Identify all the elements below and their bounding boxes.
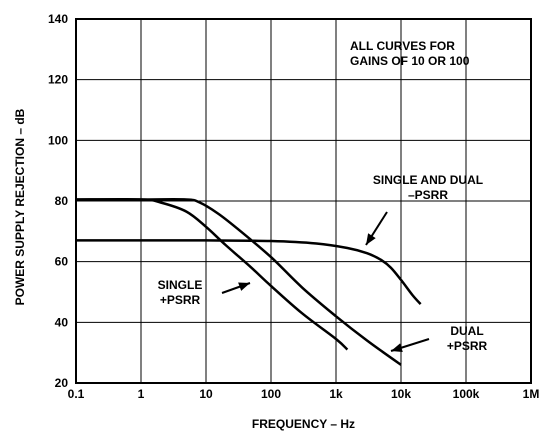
arrow-head (391, 343, 403, 352)
y-tick-label: 20 (55, 376, 69, 390)
x-tick-label: 100k (453, 387, 480, 401)
series-single-plus-psrr (75, 198, 349, 351)
x-tick-label: 0.1 (68, 387, 85, 401)
series-label-line: DUAL (450, 324, 483, 338)
x-tick-label: 1 (138, 387, 145, 401)
x-tick-label: 1k (329, 387, 343, 401)
y-tick-label: 40 (55, 315, 69, 329)
x-axis-ticks: 0.1 1 10 100 1k 10k 100k 1M (68, 387, 540, 401)
x-axis-title: FREQUENCY – Hz (252, 417, 355, 431)
x-tick-label: 10k (391, 387, 411, 401)
series-label-line: +PSRR (160, 293, 201, 307)
series-label-line: +PSRR (447, 339, 488, 353)
series-single-dual-minus-psrr (76, 239, 422, 305)
y-axis-ticks: 20 40 60 80 100 120 140 (48, 12, 68, 390)
y-axis-title: POWER SUPPLY REJECTION – dB (13, 108, 27, 305)
series-label-line: SINGLE AND DUAL (373, 173, 483, 187)
y-tick-label: 60 (55, 255, 69, 269)
grid (76, 19, 531, 383)
series-label-line: –PSRR (408, 188, 448, 202)
y-tick-label: 100 (48, 133, 68, 147)
arrow-head (238, 282, 250, 291)
x-tick-label: 100 (261, 387, 281, 401)
series-dual-plus-psrr (75, 198, 402, 366)
series-curves (75, 198, 422, 366)
y-tick-label: 140 (48, 12, 68, 26)
y-tick-label: 120 (48, 73, 68, 87)
plot-frame (75, 18, 532, 384)
note-line-1: ALL CURVES FOR (350, 39, 455, 53)
x-tick-label: 1M (523, 387, 540, 401)
y-tick-label: 80 (55, 194, 69, 208)
arrow-head (366, 233, 376, 245)
series-label-line: SINGLE (158, 278, 203, 292)
note-line-2: GAINS OF 10 OR 100 (350, 54, 470, 68)
label-arrows (221, 211, 430, 352)
x-tick-label: 10 (199, 387, 213, 401)
